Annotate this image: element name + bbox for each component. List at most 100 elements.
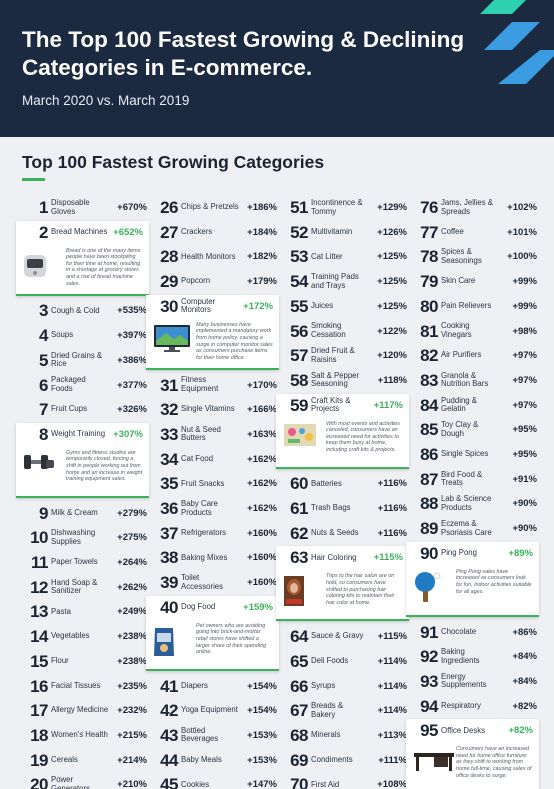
category-name: Cooking Vinegars <box>441 321 472 339</box>
category-name: Fruit Cups <box>51 404 87 414</box>
category-rank: 12 <box>30 577 48 597</box>
category-name: Respiratory <box>441 700 481 710</box>
category-name: Soups <box>51 330 74 340</box>
category-row: 84 Pudding & Gelatin +97% <box>410 394 537 417</box>
category-rank: 16 <box>30 676 48 696</box>
category-row: 5 Dried Grains & Rice +386% <box>20 349 147 372</box>
category-name: Chocolate <box>441 626 477 636</box>
category-rank: 33 <box>160 424 178 444</box>
category-name: Milk & Cream <box>51 507 98 517</box>
featured-category-card: 2 Bread Machines +652% Bread is one of the … <box>16 220 149 296</box>
category-row: 1 Disposable Gloves +670% <box>20 196 147 219</box>
category-name: Baking Ingredients <box>441 647 480 665</box>
category-rank: 61 <box>290 499 308 518</box>
category-name: Dog Food <box>181 602 216 611</box>
category-growth-value: +122% <box>377 325 407 337</box>
category-rank: 65 <box>290 651 308 671</box>
category-rank: 94 <box>420 696 438 716</box>
category-row: 58 Salt & Pepper Seasoning +118% <box>280 369 407 392</box>
category-rank: 38 <box>160 548 178 568</box>
category-name: Cereals <box>51 754 78 764</box>
category-row: 89 Eczema & Psoriasis Care +90% <box>410 517 537 540</box>
category-growth-value: +111% <box>378 754 407 766</box>
category-rank: 79 <box>420 272 438 292</box>
bread-machine-image <box>22 249 48 284</box>
featured-category-card: 30 Computer Monitors +172% Many businesses … <box>146 294 279 370</box>
category-rank: 55 <box>290 296 308 316</box>
category-name: Fitness Equipment <box>181 375 219 393</box>
category-rank: 39 <box>160 573 178 593</box>
category-row: 28 Health Monitors +182% <box>150 245 277 268</box>
category-row: 9 Milk & Cream +279% <box>20 502 147 525</box>
category-growth-value: +238% <box>117 655 147 667</box>
category-row: 81 Cooking Vinegars +98% <box>410 320 537 343</box>
category-growth-value: +160% <box>247 577 277 589</box>
category-name: Breads & Bakery <box>311 701 344 719</box>
category-description: Many businesses have implemented a manda… <box>196 321 273 361</box>
category-name: Women's Health <box>51 730 108 740</box>
category-growth-value: +172% <box>243 300 273 312</box>
category-name: Office Desks <box>441 725 486 735</box>
category-rank: 9 <box>39 503 48 523</box>
category-name: Smoking Cessation <box>311 321 346 339</box>
ping-pong-image <box>412 570 442 609</box>
category-rank: 88 <box>420 494 438 514</box>
category-row: 78 Spices & Seasonings +100% <box>410 245 537 268</box>
category-rank: 44 <box>160 750 178 770</box>
category-rank: 45 <box>160 775 178 789</box>
category-row: 44 Baby Meals +153% <box>150 749 277 772</box>
category-name: Jams, Jellies & Spreads <box>441 197 493 216</box>
page-subtitle: March 2020 vs. March 2019 <box>22 93 190 108</box>
category-row: 36 Baby Care Products +162% <box>150 497 277 520</box>
category-name: Spices & Seasonings <box>441 247 482 265</box>
category-rank: 54 <box>290 272 308 292</box>
category-growth-value: +162% <box>247 503 277 514</box>
category-growth-value: +147% <box>247 779 277 789</box>
featured-category-card: 59 Craft Kits & Projects +117% With most ev… <box>276 393 409 469</box>
category-name: Craft Kits & Projects <box>311 395 351 414</box>
category-rank: 64 <box>290 627 308 647</box>
category-name: Energy Supplements <box>441 671 487 690</box>
category-rank: 52 <box>290 222 308 242</box>
category-rank: 77 <box>420 222 438 242</box>
featured-category-card: 8 Weight Training +307% Gyms and fitness st… <box>16 422 149 498</box>
category-rank: 57 <box>290 346 308 366</box>
category-row: 41 Diapers +154% <box>150 675 277 698</box>
category-name: Crackers <box>181 226 213 236</box>
category-rank: 51 <box>290 198 308 217</box>
category-growth-value: +184% <box>247 226 277 238</box>
category-name: Packaged Foods <box>51 375 86 393</box>
category-rank: 17 <box>30 701 48 721</box>
category-row: 87 Bird Food & Treats +91% <box>410 468 537 491</box>
category-rank: 95 <box>420 721 438 741</box>
category-description: Trips to the hair salon are on hold, so … <box>326 573 395 606</box>
category-growth-value: +84% <box>512 651 537 663</box>
category-growth-value: +99% <box>512 276 537 288</box>
category-growth-value: +95% <box>512 449 537 460</box>
page-title: The Top 100 Fastest Growing & Declining … <box>22 27 465 80</box>
category-growth-value: +115% <box>373 552 403 564</box>
category-name: Pudding & Gelatin <box>441 395 477 414</box>
category-rank: 86 <box>420 445 438 464</box>
category-name: Weight Training <box>51 429 106 439</box>
category-description: Bread is one of the many items people ha… <box>66 247 141 287</box>
category-rank: 5 <box>39 350 48 370</box>
category-rank: 68 <box>290 725 308 745</box>
category-growth-value: +116% <box>377 478 407 490</box>
category-rank: 18 <box>30 725 48 745</box>
category-row: 69 Condiments +111% <box>280 749 407 772</box>
category-growth-value: +114% <box>377 655 407 667</box>
category-rank: 4 <box>39 326 48 346</box>
category-name: Batteries <box>311 478 342 488</box>
category-row: 68 Minerals +113% <box>280 724 407 747</box>
category-name: Granola & Nutrition Bars <box>441 370 489 389</box>
category-rank: 30 <box>160 296 178 316</box>
category-growth-value: +170% <box>247 379 277 391</box>
category-row: 65 Deli Foods +114% <box>280 650 407 673</box>
category-row: 83 Granola & Nutrition Bars +97% <box>410 369 537 392</box>
category-name: Multivitamin <box>311 226 353 236</box>
category-row: 3 Cough & Cold +535% <box>20 299 147 322</box>
category-name: Eczema & Psoriasis Care <box>441 519 492 537</box>
category-growth-value: +162% <box>247 478 277 490</box>
category-row: 11 Paper Towels +264% <box>20 551 147 574</box>
